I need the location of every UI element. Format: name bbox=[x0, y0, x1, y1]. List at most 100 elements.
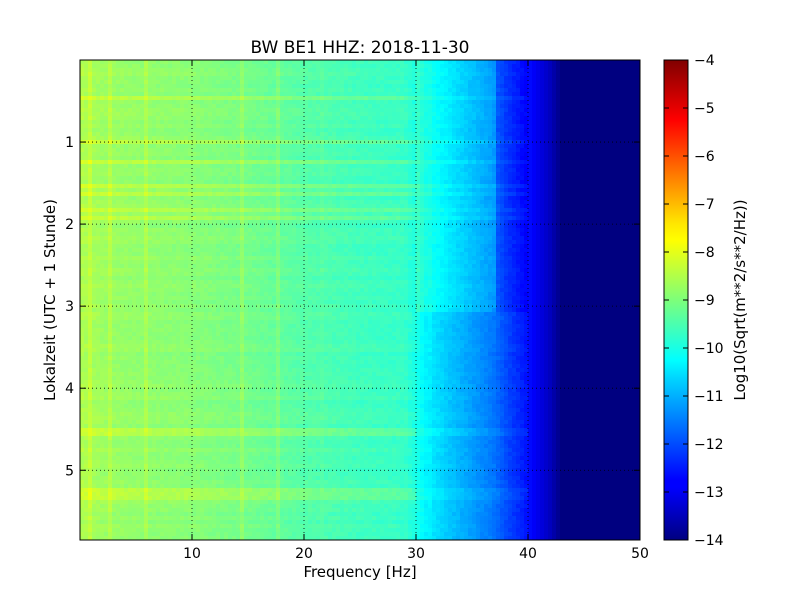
heatmap-cell bbox=[224, 108, 229, 113]
heatmap-cell bbox=[364, 80, 369, 85]
heatmap-cell bbox=[96, 160, 101, 165]
heatmap-cell bbox=[92, 108, 97, 113]
heatmap-cell bbox=[524, 196, 529, 201]
heatmap-cell bbox=[180, 192, 185, 197]
heatmap-cell bbox=[552, 120, 557, 125]
heatmap-cell bbox=[252, 128, 257, 133]
heatmap-cell bbox=[120, 96, 125, 101]
heatmap-cell bbox=[604, 124, 609, 129]
heatmap-cell bbox=[580, 128, 585, 133]
heatmap-cell bbox=[288, 180, 293, 185]
heatmap-cell bbox=[440, 84, 445, 89]
heatmap-cell bbox=[540, 116, 545, 121]
heatmap-cell bbox=[108, 68, 113, 73]
heatmap-cell bbox=[304, 100, 309, 105]
heatmap-cell bbox=[200, 172, 205, 177]
heatmap-cell bbox=[376, 160, 381, 165]
heatmap-cell bbox=[304, 188, 309, 193]
heatmap-cell bbox=[500, 188, 505, 193]
heatmap-cell bbox=[464, 188, 469, 193]
heatmap-cell bbox=[572, 148, 577, 153]
heatmap-cell bbox=[528, 96, 533, 101]
heatmap-cell bbox=[352, 200, 357, 205]
heatmap-cell bbox=[244, 116, 249, 121]
heatmap-cell bbox=[368, 68, 373, 73]
heatmap-cell bbox=[236, 72, 241, 77]
heatmap-cell bbox=[336, 160, 341, 165]
heatmap-cell bbox=[136, 60, 141, 65]
heatmap-cell bbox=[596, 160, 601, 165]
heatmap-cell bbox=[368, 100, 373, 105]
heatmap-cell bbox=[400, 68, 405, 73]
heatmap-cell bbox=[308, 128, 313, 133]
heatmap-cell bbox=[404, 196, 409, 201]
heatmap-cell bbox=[184, 144, 189, 149]
heatmap-cell bbox=[608, 128, 613, 133]
heatmap-cell bbox=[420, 76, 425, 81]
heatmap-cell bbox=[572, 60, 577, 65]
heatmap-cell bbox=[96, 192, 101, 197]
heatmap-cell bbox=[236, 104, 241, 109]
heatmap-cell bbox=[620, 120, 625, 125]
heatmap-cell bbox=[80, 136, 85, 141]
heatmap-cell bbox=[240, 196, 245, 201]
heatmap-cell bbox=[100, 92, 105, 97]
heatmap-cell bbox=[504, 148, 509, 153]
heatmap-cell bbox=[216, 64, 221, 69]
heatmap-cell bbox=[96, 196, 101, 201]
heatmap-cell bbox=[632, 192, 637, 197]
heatmap-cell bbox=[428, 176, 433, 181]
heatmap-cell bbox=[388, 72, 393, 77]
heatmap-cell bbox=[476, 68, 481, 73]
heatmap-cell bbox=[156, 132, 161, 137]
heatmap-cell bbox=[228, 60, 233, 65]
heatmap-cell bbox=[588, 128, 593, 133]
heatmap-cell bbox=[184, 188, 189, 193]
heatmap-cell bbox=[264, 68, 269, 73]
heatmap-cell bbox=[164, 172, 169, 177]
heatmap-cell bbox=[216, 152, 221, 157]
heatmap-cell bbox=[240, 84, 245, 89]
heatmap-cell bbox=[584, 160, 589, 165]
heatmap-cell bbox=[348, 92, 353, 97]
heatmap-cell bbox=[336, 100, 341, 105]
heatmap-cell bbox=[320, 192, 325, 197]
heatmap-cell bbox=[324, 68, 329, 73]
heatmap-cell bbox=[392, 120, 397, 125]
heatmap-cell bbox=[204, 108, 209, 113]
heatmap-cell bbox=[432, 64, 437, 69]
heatmap-cell bbox=[260, 156, 265, 161]
heatmap-cell bbox=[316, 76, 321, 81]
heatmap-cell bbox=[472, 108, 477, 113]
heatmap-cell bbox=[228, 136, 233, 141]
heatmap-cell bbox=[472, 88, 477, 93]
heatmap-cell bbox=[448, 196, 453, 201]
heatmap-cell bbox=[112, 156, 117, 161]
heatmap-cell bbox=[348, 104, 353, 109]
heatmap-cell bbox=[344, 184, 349, 189]
heatmap-cell bbox=[368, 188, 373, 193]
heatmap-cell bbox=[188, 116, 193, 121]
heatmap-cell bbox=[120, 100, 125, 105]
heatmap-cell bbox=[272, 196, 277, 201]
heatmap-cell bbox=[388, 132, 393, 137]
heatmap-cell bbox=[508, 72, 513, 77]
heatmap-cell bbox=[340, 64, 345, 69]
heatmap-cell bbox=[336, 188, 341, 193]
heatmap-cell bbox=[408, 88, 413, 93]
heatmap-cell bbox=[208, 104, 213, 109]
heatmap-cell bbox=[312, 132, 317, 137]
heatmap-cell bbox=[176, 100, 181, 105]
heatmap-cell bbox=[288, 88, 293, 93]
heatmap-cell bbox=[244, 104, 249, 109]
heatmap-cell bbox=[188, 84, 193, 89]
heatmap-cell bbox=[524, 80, 529, 85]
heatmap-cell bbox=[332, 84, 337, 89]
heatmap-cell bbox=[312, 124, 317, 129]
heatmap-cell bbox=[304, 76, 309, 81]
heatmap-cell bbox=[620, 80, 625, 85]
heatmap-cell bbox=[224, 96, 229, 101]
heatmap-cell bbox=[188, 60, 193, 65]
heatmap-cell bbox=[316, 88, 321, 93]
heatmap-cell bbox=[508, 60, 513, 65]
